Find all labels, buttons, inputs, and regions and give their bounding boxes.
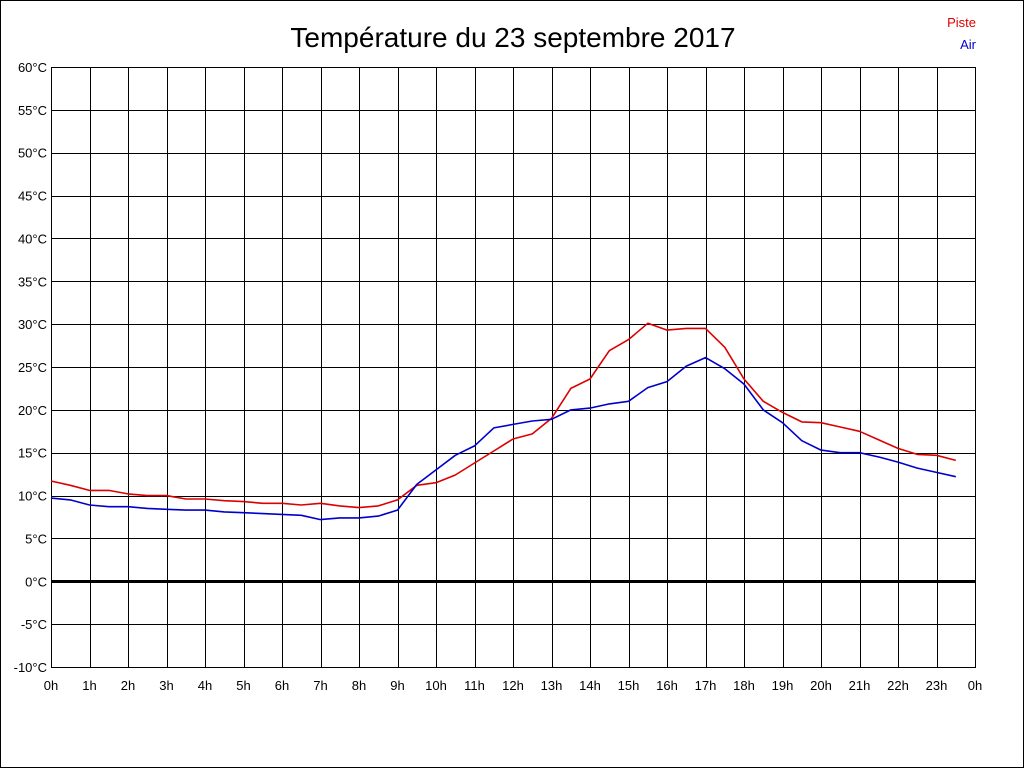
x-tick-label: 23h — [926, 678, 948, 693]
series-line-air — [50, 356, 956, 521]
y-tick-label: 25°C — [18, 360, 47, 375]
x-tick-label: 19h — [772, 678, 794, 693]
series-line-piste — [50, 322, 957, 509]
x-tick-label: 16h — [656, 678, 678, 693]
x-tick-label: 0h — [44, 678, 58, 693]
plot-border — [51, 67, 976, 668]
x-tick-label: 4h — [198, 678, 212, 693]
y-tick-label: 45°C — [18, 189, 47, 204]
y-tick-label: 35°C — [18, 274, 47, 289]
x-tick-label: 17h — [695, 678, 717, 693]
series-lines — [50, 322, 957, 521]
x-tick-label: 11h — [464, 678, 485, 693]
x-tick-label: 12h — [502, 678, 524, 693]
y-tick-label: 30°C — [18, 317, 47, 332]
x-tick-label: 0h — [968, 678, 982, 693]
y-tick-label: 0°C — [25, 574, 47, 589]
x-tick-label: 2h — [121, 678, 135, 693]
y-tick-label: 50°C — [18, 146, 47, 161]
legend-entry-air: Air — [960, 37, 977, 52]
legend-entry-piste: Piste — [947, 15, 976, 30]
y-tick-label: 5°C — [25, 531, 47, 546]
x-tick-label: 5h — [236, 678, 250, 693]
chart-title: Température du 23 septembre 2017 — [290, 22, 735, 53]
axes — [51, 67, 976, 668]
grid — [51, 67, 976, 668]
x-tick-label: 10h — [425, 678, 447, 693]
x-tick-label: 1h — [82, 678, 96, 693]
x-tick-label: 3h — [159, 678, 173, 693]
x-tick-label: 20h — [810, 678, 832, 693]
y-tick-label: -5°C — [21, 617, 47, 632]
y-tick-label: 55°C — [18, 103, 47, 118]
x-tick-label: 14h — [579, 678, 601, 693]
x-tick-label: 15h — [618, 678, 640, 693]
x-tick-label: 6h — [275, 678, 289, 693]
legend: Piste Air — [947, 15, 977, 52]
y-tick-label: 20°C — [18, 403, 47, 418]
y-tick-label: 60°C — [18, 60, 47, 75]
y-tick-label: 15°C — [18, 446, 47, 461]
x-tick-label: 9h — [390, 678, 404, 693]
x-tick-label: 21h — [849, 678, 871, 693]
x-tick-label: 13h — [541, 678, 563, 693]
x-tick-label: 8h — [352, 678, 366, 693]
x-tick-label: 22h — [887, 678, 909, 693]
tick-labels: 0h 1h 2h 3h 4h 5h 6h 7h 8h 9h 10h 11h 12h 13h 14h 15h 16… — [14, 60, 983, 693]
x-tick-label: 18h — [733, 678, 755, 693]
y-tick-label: -10°C — [14, 660, 47, 675]
y-tick-label: 10°C — [18, 489, 47, 504]
x-tick-label: 7h — [313, 678, 327, 693]
y-tick-label: 40°C — [18, 231, 47, 246]
